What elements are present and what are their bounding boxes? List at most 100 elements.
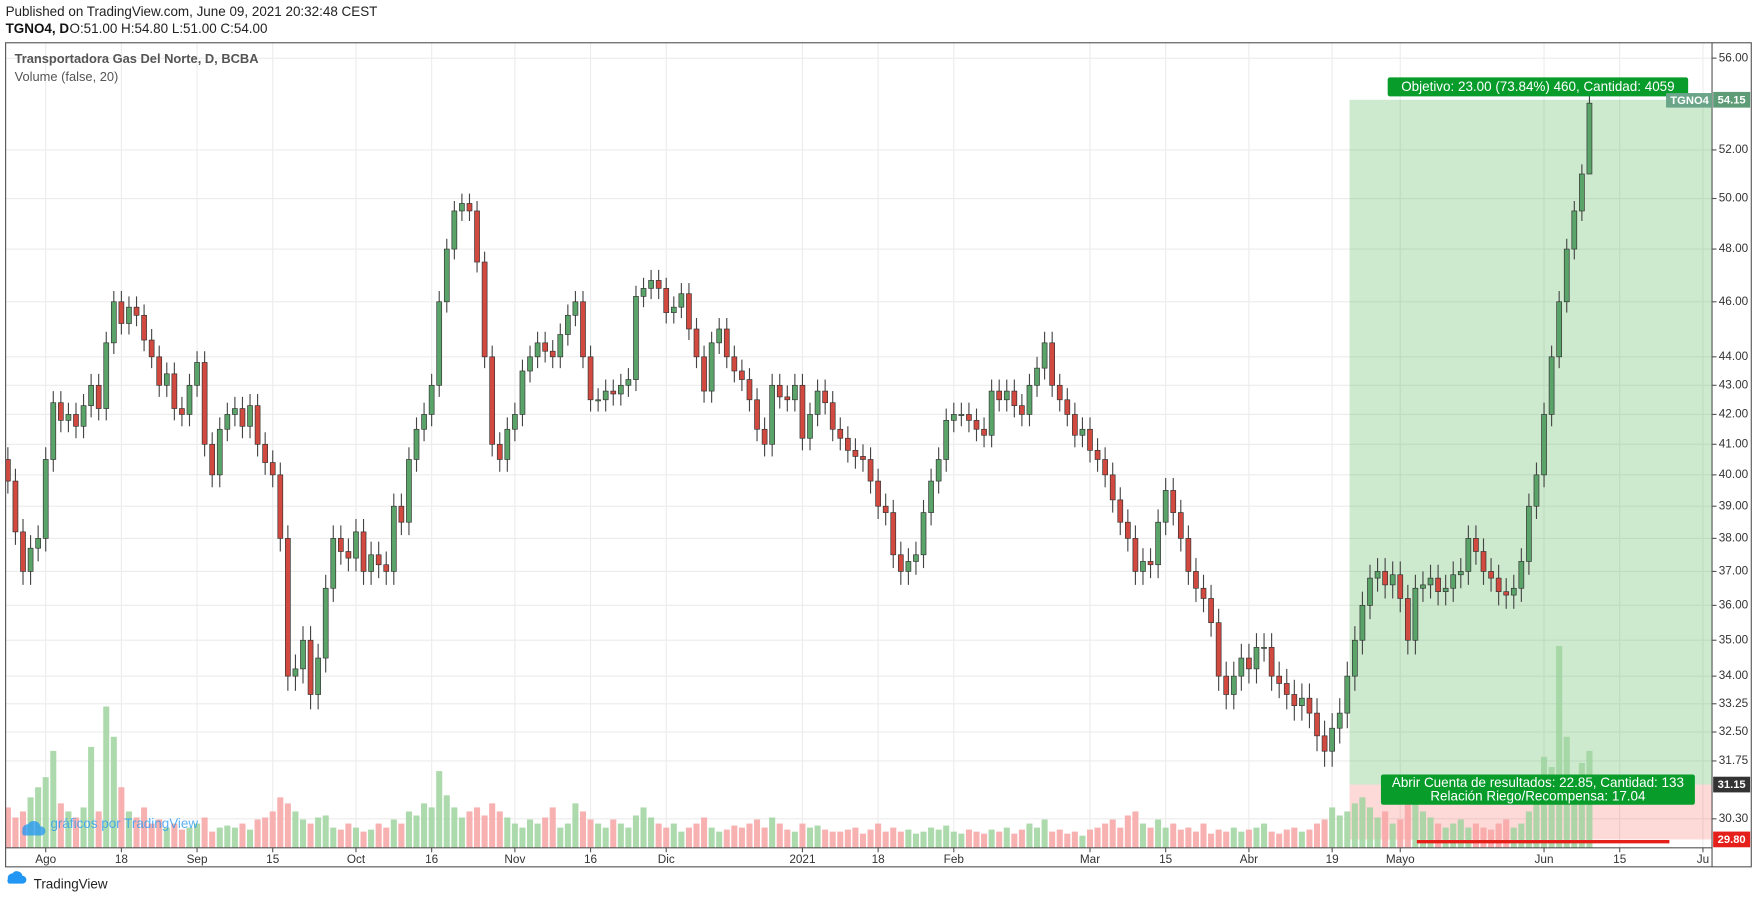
- candle-body: [126, 306, 132, 324]
- candle-body: [413, 428, 420, 460]
- candle-body: [852, 450, 859, 457]
- candle-body: [239, 408, 246, 427]
- volume-bar: [579, 811, 587, 848]
- candle-body: [398, 505, 405, 523]
- volume-bar: [640, 807, 647, 848]
- candle-body: [792, 384, 798, 401]
- x-tick-label: 15: [1613, 853, 1627, 866]
- candle-body: [935, 459, 942, 482]
- candle-body: [1291, 694, 1298, 706]
- volume-bar: [398, 823, 405, 848]
- x-tick-label: Dic: [658, 853, 675, 866]
- volume-bar: [1208, 833, 1215, 848]
- y-tick-label: 44.00: [1719, 350, 1749, 363]
- candle-body: [1352, 639, 1358, 677]
- candle-body: [118, 301, 125, 324]
- chart-title: Transportadora Gas Del Norte, D, BCBA: [15, 51, 259, 66]
- published-line: Published on TradingView.com, June 09, 2…: [6, 4, 378, 19]
- volume-bar: [1170, 823, 1177, 848]
- candle-body: [799, 384, 806, 439]
- candle-body: [141, 314, 147, 341]
- candle-body: [390, 505, 397, 572]
- entry-info: Abrir Cuenta de resultados: 22.85, Canti…: [1392, 775, 1684, 790]
- candle-body: [534, 342, 541, 358]
- volume-bar: [784, 829, 791, 848]
- candle-body: [171, 373, 178, 409]
- volume-bar: [1321, 819, 1328, 848]
- volume-bar: [564, 823, 571, 848]
- candle-body: [496, 443, 503, 460]
- price-label-box: [1713, 831, 1751, 848]
- y-tick-label: 41.00: [1719, 437, 1749, 450]
- volume-bar: [1079, 835, 1086, 848]
- candle-body: [406, 459, 412, 523]
- volume-bar: [1382, 811, 1389, 848]
- candle-body: [966, 414, 972, 421]
- volume-bar: [1510, 827, 1517, 848]
- volume-bar: [284, 803, 291, 848]
- candle-body: [1412, 587, 1419, 641]
- volume-bar: [1041, 819, 1048, 848]
- volume-bar: [602, 827, 609, 848]
- volume-bar: [716, 831, 723, 848]
- candle-body: [436, 301, 443, 386]
- candle-body: [421, 414, 427, 430]
- candle-body: [943, 420, 950, 460]
- volume-bar: [738, 827, 745, 848]
- y-tick-label: 52.00: [1719, 143, 1749, 156]
- candle-body: [1450, 574, 1457, 589]
- volume-bar: [1056, 829, 1063, 848]
- candle-body: [829, 402, 836, 430]
- candle-body: [201, 362, 208, 445]
- volume-bar: [383, 827, 390, 848]
- volume-bar: [201, 817, 208, 848]
- candle-body: [845, 437, 851, 451]
- volume-bar: [65, 811, 72, 848]
- candle-body: [1473, 538, 1479, 552]
- x-tick-label: 18: [872, 853, 886, 866]
- volume-bar: [1427, 817, 1434, 848]
- candle-body: [163, 373, 170, 386]
- volume-bar: [194, 823, 201, 848]
- candle-body: [723, 328, 730, 358]
- candle-body: [451, 210, 458, 250]
- candle-body: [1435, 577, 1441, 593]
- y-tick-label: 33.25: [1719, 697, 1749, 710]
- candle-body: [1102, 459, 1108, 476]
- volume-bar: [1223, 831, 1230, 848]
- candle-body: [1518, 561, 1525, 589]
- candle-body: [648, 280, 654, 289]
- y-tick-label: 56.00: [1719, 51, 1749, 64]
- volume-bar: [1253, 827, 1260, 848]
- candle-body: [973, 420, 980, 430]
- volume-bar: [1200, 823, 1207, 848]
- volume-bar: [458, 817, 465, 848]
- volume-bar: [57, 803, 64, 848]
- volume-bar: [1109, 819, 1116, 848]
- volume-bar: [148, 823, 155, 848]
- volume-bar: [345, 823, 352, 848]
- candle-body: [1571, 210, 1578, 250]
- candle-body: [1457, 571, 1464, 576]
- volume-bar: [761, 827, 768, 848]
- candle-body: [814, 390, 821, 415]
- y-tick-label: 32.50: [1719, 725, 1749, 738]
- volume-bar: [1011, 833, 1018, 848]
- volume-bar: [413, 815, 420, 848]
- candle-body: [1049, 342, 1055, 386]
- volume-bar: [905, 829, 912, 848]
- watermark: gráficos por TradingView: [22, 816, 198, 836]
- volume-bar: [5, 807, 11, 848]
- candle-body: [1261, 647, 1267, 649]
- volume-bar: [1238, 831, 1245, 848]
- candle-body: [882, 505, 889, 513]
- candle-body: [731, 356, 738, 372]
- watermark-text: gráficos por TradingView: [50, 816, 198, 831]
- candle-body: [179, 408, 185, 415]
- volume-bar: [269, 811, 276, 848]
- candle-body: [1314, 712, 1320, 737]
- symbol: TGNO4, D: [6, 21, 70, 36]
- candle-body: [1132, 538, 1139, 572]
- volume-bar: [1351, 803, 1358, 848]
- volume-bar: [1571, 787, 1578, 848]
